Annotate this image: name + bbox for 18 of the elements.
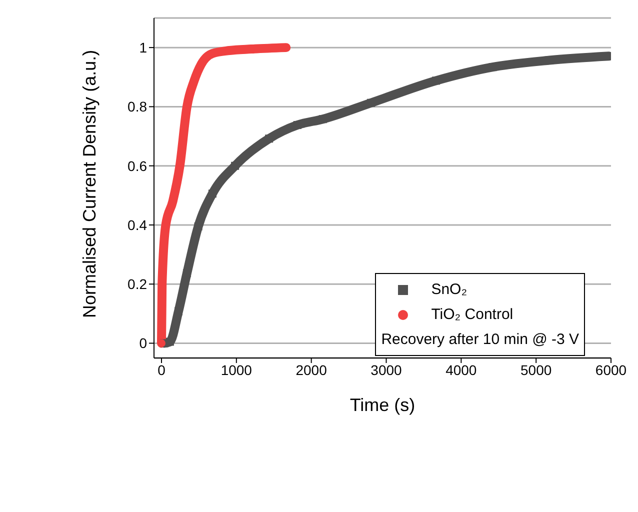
y-tick-label: 0.6 [128,158,148,174]
y-tick-label: 0.8 [128,98,148,115]
x-tick-label: 0 [158,362,166,378]
x-tick-label: 2000 [296,362,328,378]
x-tick-label: 3000 [370,362,402,378]
y-axis-title: Normalised Current Density (a.u.) [79,50,100,318]
legend-title: Recovery after 10 min @ -3 V [381,330,579,350]
y-tick-label: 0.2 [128,276,148,292]
x-axis-title: Time (s) [350,395,416,415]
y-tick-label: 0 [139,335,148,352]
x-tick-label: 1000 [220,362,252,378]
legend-label: TiO₂ Control [431,305,514,325]
x-tick-label: 6000 [595,362,627,378]
x-tick-label: 5000 [520,362,552,378]
x-tick-label: 4000 [446,362,477,378]
y-tick-label: 0.4 [128,216,148,233]
legend-label: SnO₂ [431,280,468,300]
y-tick-label: 1 [139,40,148,56]
